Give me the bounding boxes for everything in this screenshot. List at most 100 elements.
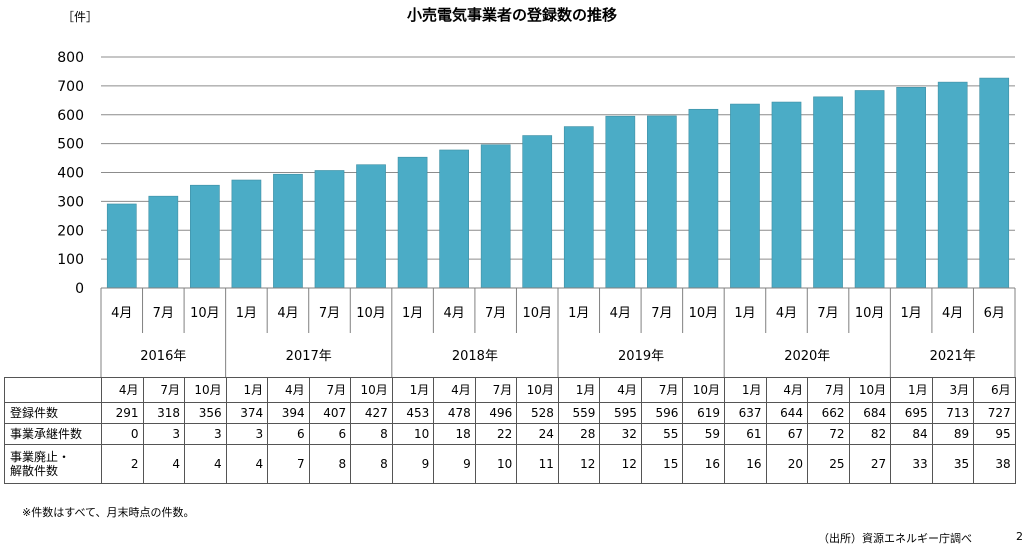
table-cell: 89 bbox=[931, 423, 975, 445]
bar bbox=[439, 149, 469, 289]
table-cell: 695 bbox=[890, 402, 933, 424]
table-cell: 6 bbox=[308, 423, 352, 445]
bar bbox=[813, 96, 843, 289]
y-tick-label: 300 bbox=[57, 194, 84, 210]
table-cell: 12 bbox=[599, 444, 642, 484]
table-cell: 25 bbox=[807, 444, 850, 484]
y-tick-label: 100 bbox=[57, 252, 84, 268]
table-header-cell: 1月 bbox=[723, 377, 767, 403]
table-header-cell: 1月 bbox=[890, 377, 933, 403]
table-cell: 318 bbox=[142, 402, 186, 424]
table-header-cell: 4月 bbox=[101, 377, 144, 403]
x-tick-label: 4月 bbox=[443, 306, 464, 321]
table-cell: 3 bbox=[225, 423, 269, 445]
x-tick-label: 1月 bbox=[734, 306, 755, 321]
source-note: （出所）資源エネルギー庁調べ bbox=[818, 532, 972, 545]
table-header-cell: 6月 bbox=[973, 377, 1016, 403]
table-cell: 33 bbox=[890, 444, 933, 484]
table-cell: 4 bbox=[142, 444, 186, 484]
table-cell: 0 bbox=[101, 423, 144, 445]
x-tick-label: 6月 bbox=[984, 306, 1005, 321]
table-cell: 662 bbox=[807, 402, 850, 424]
table-cell: 28 bbox=[557, 423, 601, 445]
table-cell: 27 bbox=[848, 444, 892, 484]
table-header-cell: 10月 bbox=[682, 377, 725, 403]
bar bbox=[771, 101, 802, 289]
bar bbox=[647, 115, 677, 289]
table-cell: 12 bbox=[557, 444, 601, 484]
bar bbox=[563, 126, 594, 289]
x-tick-label: 4月 bbox=[111, 306, 132, 321]
year-group-label: 2018年 bbox=[452, 349, 498, 364]
y-tick-label: 0 bbox=[75, 281, 84, 297]
table-cell: 22 bbox=[474, 423, 518, 445]
bar bbox=[688, 108, 719, 289]
table-cell: 16 bbox=[723, 444, 767, 484]
bar bbox=[730, 103, 760, 289]
table-header-cell: 3月 bbox=[931, 377, 975, 403]
year-group-label: 2021年 bbox=[930, 349, 976, 364]
year-group-label: 2016年 bbox=[140, 349, 186, 364]
table-header-cell: 4月 bbox=[765, 377, 809, 403]
y-tick-label: 500 bbox=[57, 137, 84, 153]
table-row: 登録件数 291 318 356 374 394 407 427 453 478 496 528 559… bbox=[4, 402, 1016, 424]
table-cell: 2 bbox=[101, 444, 144, 484]
table-cell: 619 bbox=[682, 402, 725, 424]
table-cell: 596 bbox=[640, 402, 684, 424]
bar bbox=[979, 77, 1010, 289]
table-cell: 496 bbox=[474, 402, 518, 424]
table-cell: 356 bbox=[184, 402, 227, 424]
bar bbox=[106, 203, 137, 289]
year-group-label: 2017年 bbox=[286, 349, 332, 364]
table-cell: 7 bbox=[267, 444, 310, 484]
x-tick-label: 7月 bbox=[651, 306, 672, 321]
page-number: 2 bbox=[1016, 530, 1023, 543]
table-cell: 684 bbox=[848, 402, 892, 424]
x-tick-label: 10月 bbox=[190, 306, 220, 321]
table-cell: 407 bbox=[308, 402, 352, 424]
table-cell: 727 bbox=[973, 402, 1016, 424]
bar bbox=[314, 170, 345, 289]
table-cell: 3 bbox=[142, 423, 186, 445]
table-cell: 32 bbox=[599, 423, 642, 445]
table-cell: 4 bbox=[184, 444, 227, 484]
bar bbox=[273, 173, 303, 289]
bar bbox=[356, 164, 386, 289]
table-header-cell: 4月 bbox=[599, 377, 642, 403]
x-tick-label: 7月 bbox=[817, 306, 838, 321]
table-header-cell: 7月 bbox=[640, 377, 684, 403]
bar bbox=[854, 90, 885, 289]
chart-title: 小売電気事業者の登録数の推移 bbox=[406, 6, 617, 24]
table-header-cell: 10月 bbox=[848, 377, 892, 403]
table-header-cell: 10月 bbox=[350, 377, 393, 403]
x-tick-label: 1月 bbox=[236, 306, 257, 321]
table-cell: 394 bbox=[267, 402, 310, 424]
table-header-cell: 7月 bbox=[807, 377, 850, 403]
table-header-cell: 7月 bbox=[142, 377, 186, 403]
bar-chart: 0 100 200 300 400 500 600 700 800 4月 7月 10月 1月 4月 7月 10… bbox=[57, 50, 1016, 377]
table-row-label: 登録件数 bbox=[4, 402, 102, 424]
table-cell: 427 bbox=[350, 402, 393, 424]
table-cell: 15 bbox=[640, 444, 684, 484]
y-axis-unit-label: ［件］ bbox=[62, 10, 99, 24]
table-row-label: 事業承継件数 bbox=[4, 423, 102, 445]
table-row: 事業廃止・ 解散件数 2 4 4 4 7 8 8 9 9 10 11 12 12 15 16 16 20 25 27 33… bbox=[4, 444, 1016, 484]
table-cell: 10 bbox=[391, 423, 435, 445]
bar bbox=[937, 81, 968, 289]
table-cell: 61 bbox=[723, 423, 767, 445]
table-cell: 713 bbox=[931, 402, 975, 424]
table-header-cell: 10月 bbox=[184, 377, 227, 403]
table-cell: 478 bbox=[433, 402, 476, 424]
table-cell: 18 bbox=[433, 423, 476, 445]
table-cell: 20 bbox=[765, 444, 809, 484]
table-corner-cell bbox=[4, 377, 102, 403]
x-tick-label: 10月 bbox=[356, 306, 386, 321]
table-cell: 8 bbox=[350, 444, 393, 484]
table-cell: 72 bbox=[807, 423, 850, 445]
table-cell: 9 bbox=[391, 444, 435, 484]
x-tick-label: 7月 bbox=[319, 306, 340, 321]
table-cell: 11 bbox=[516, 444, 559, 484]
table-cell: 10 bbox=[474, 444, 518, 484]
table-cell: 82 bbox=[848, 423, 892, 445]
table-header-cell: 10月 bbox=[516, 377, 559, 403]
